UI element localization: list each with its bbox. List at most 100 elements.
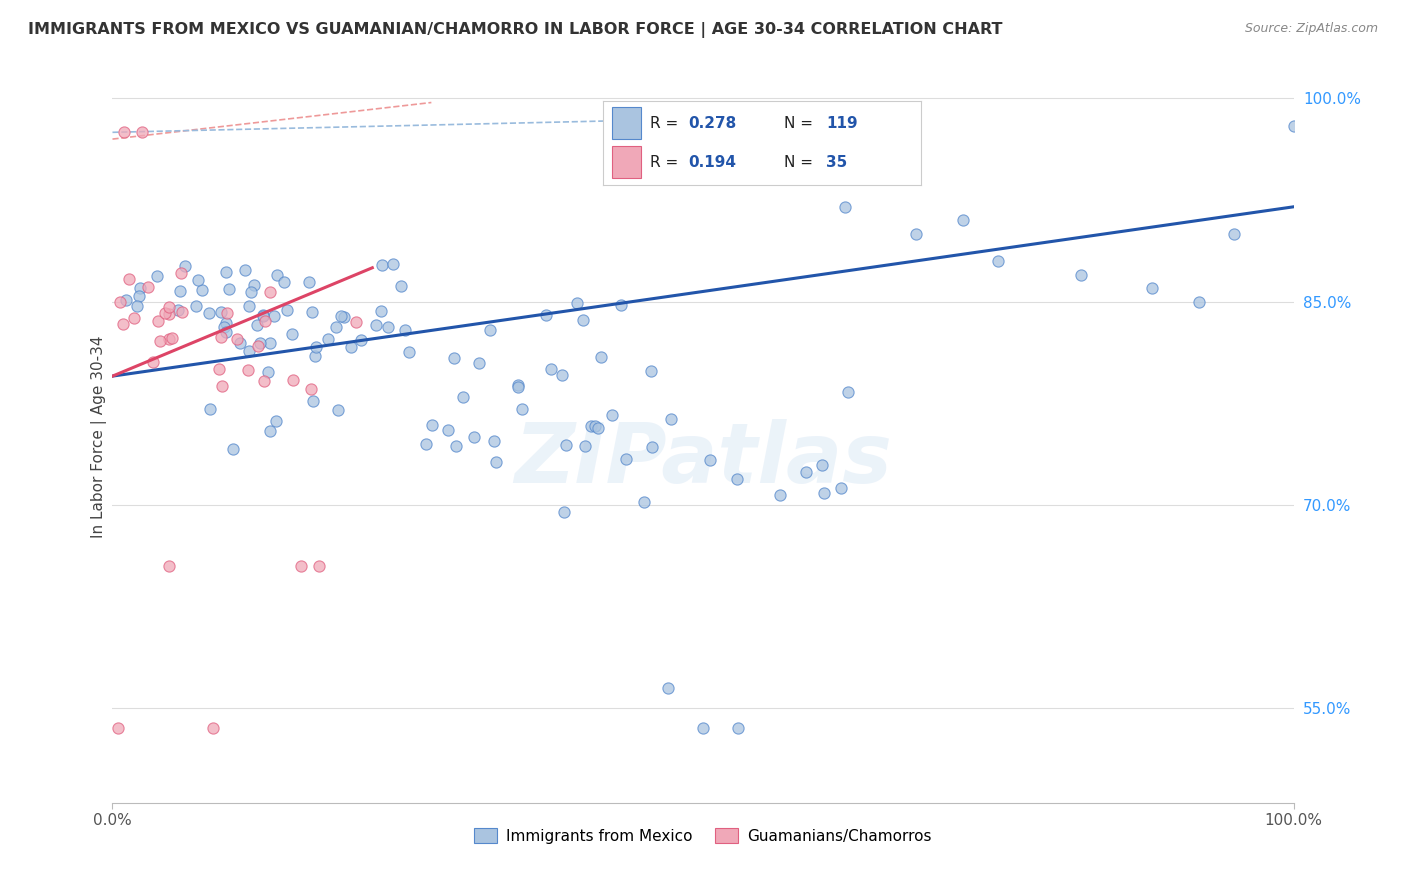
Point bbox=[214, 265, 236, 279]
Point bbox=[301, 305, 323, 319]
Point bbox=[146, 314, 169, 328]
Point bbox=[238, 299, 260, 313]
Point bbox=[640, 364, 662, 378]
Point bbox=[1282, 119, 1305, 133]
Point bbox=[128, 288, 150, 302]
Point bbox=[160, 330, 183, 344]
Point bbox=[259, 336, 281, 351]
Point bbox=[479, 323, 502, 337]
Point bbox=[565, 295, 588, 310]
Point bbox=[579, 418, 602, 433]
Point bbox=[253, 314, 276, 328]
Point bbox=[170, 266, 193, 280]
Point bbox=[226, 332, 249, 346]
Point bbox=[259, 285, 281, 300]
Point bbox=[127, 299, 149, 313]
Point bbox=[214, 320, 236, 334]
Point bbox=[245, 318, 267, 332]
Point bbox=[508, 377, 530, 392]
Point bbox=[236, 363, 259, 377]
Point bbox=[201, 721, 224, 735]
Point bbox=[1188, 294, 1211, 309]
Point bbox=[451, 390, 474, 404]
Point bbox=[551, 368, 574, 382]
Point bbox=[108, 294, 131, 309]
Y-axis label: In Labor Force | Age 30-34: In Labor Force | Age 30-34 bbox=[91, 335, 107, 539]
Point bbox=[215, 316, 238, 330]
Point bbox=[166, 302, 188, 317]
Point bbox=[233, 263, 256, 277]
Point bbox=[187, 273, 209, 287]
Point bbox=[281, 373, 304, 387]
Legend: Immigrants from Mexico, Guamanians/Chamorros: Immigrants from Mexico, Guamanians/Chamo… bbox=[468, 822, 938, 850]
Point bbox=[614, 452, 637, 467]
Point bbox=[589, 350, 612, 364]
Point bbox=[553, 505, 575, 519]
Point bbox=[208, 362, 231, 376]
Point bbox=[218, 281, 240, 295]
Point bbox=[112, 125, 135, 139]
Point bbox=[952, 213, 974, 227]
Point bbox=[256, 366, 278, 380]
Point bbox=[184, 299, 207, 313]
Point bbox=[415, 437, 437, 451]
Point bbox=[240, 285, 263, 299]
Point bbox=[333, 310, 356, 324]
Point bbox=[699, 453, 721, 467]
Point bbox=[364, 318, 387, 332]
Point bbox=[350, 333, 373, 347]
Point bbox=[215, 325, 238, 339]
Point bbox=[112, 317, 135, 331]
Point bbox=[609, 298, 631, 312]
Point bbox=[209, 305, 232, 319]
Point bbox=[446, 439, 468, 453]
Point bbox=[389, 278, 412, 293]
Point bbox=[316, 332, 339, 346]
Text: Source: ZipAtlas.com: Source: ZipAtlas.com bbox=[1244, 22, 1378, 36]
Point bbox=[377, 319, 399, 334]
Point bbox=[222, 442, 245, 457]
Point bbox=[191, 283, 214, 297]
Point bbox=[830, 481, 852, 495]
Point bbox=[242, 278, 264, 293]
Point bbox=[252, 309, 274, 323]
Point bbox=[252, 310, 274, 324]
Point bbox=[463, 430, 485, 444]
Point bbox=[129, 280, 152, 294]
Point bbox=[837, 385, 859, 400]
Point bbox=[304, 349, 326, 363]
Text: IMMIGRANTS FROM MEXICO VS GUAMANIAN/CHAMORRO IN LABOR FORCE | AGE 30-34 CORRELAT: IMMIGRANTS FROM MEXICO VS GUAMANIAN/CHAM… bbox=[28, 22, 1002, 38]
Point bbox=[370, 304, 392, 318]
Point bbox=[198, 306, 221, 320]
Point bbox=[813, 485, 835, 500]
Point bbox=[1223, 227, 1246, 241]
Point bbox=[467, 356, 489, 370]
Point bbox=[574, 439, 596, 453]
Point bbox=[810, 458, 832, 472]
Point bbox=[325, 319, 347, 334]
Point bbox=[834, 200, 856, 214]
Point bbox=[326, 402, 349, 417]
Point bbox=[249, 335, 271, 350]
Point bbox=[555, 438, 578, 452]
Point bbox=[394, 323, 416, 337]
Point bbox=[131, 125, 153, 139]
Point bbox=[436, 424, 458, 438]
Text: ZIPatlas: ZIPatlas bbox=[515, 418, 891, 500]
Point bbox=[263, 309, 285, 323]
Point bbox=[370, 258, 392, 272]
Point bbox=[340, 340, 363, 354]
Point bbox=[238, 343, 260, 358]
Point bbox=[725, 473, 748, 487]
Point bbox=[482, 434, 505, 449]
Point bbox=[169, 284, 191, 298]
Point bbox=[297, 275, 319, 289]
Point bbox=[114, 293, 136, 307]
Point bbox=[904, 227, 927, 241]
Point bbox=[142, 355, 165, 369]
Point bbox=[540, 361, 562, 376]
Point bbox=[281, 326, 304, 341]
Point bbox=[209, 330, 232, 344]
Point bbox=[420, 418, 443, 433]
Point bbox=[299, 382, 322, 396]
